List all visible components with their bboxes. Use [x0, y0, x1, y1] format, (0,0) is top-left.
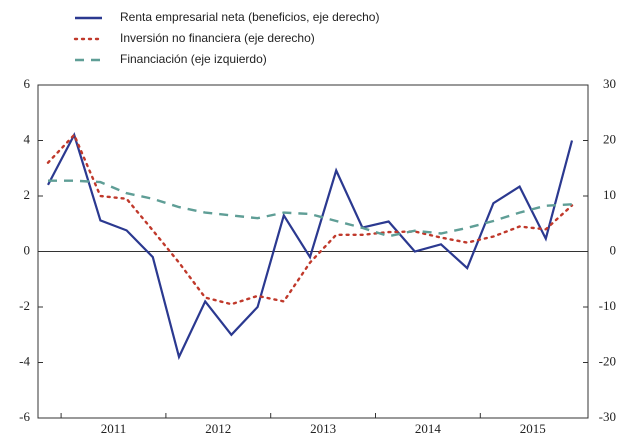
y-tick-label: 6 — [24, 76, 31, 91]
y-tick-label: -2 — [19, 298, 30, 313]
y-tick-label: -6 — [19, 409, 30, 424]
legend-label: Renta empresarial neta (beneficios, eje … — [120, 10, 379, 24]
y2-tick-label: -20 — [599, 353, 616, 368]
y2-tick-label: -10 — [599, 298, 616, 313]
series-line — [46, 132, 574, 306]
series-line — [47, 132, 574, 361]
x-tick-label: 2013 — [310, 421, 336, 436]
y-tick-label: 2 — [24, 187, 31, 202]
y-tick-label: 4 — [24, 131, 31, 146]
x-tick-label: 2012 — [205, 421, 231, 436]
x-tick-label: 2011 — [101, 421, 127, 436]
y2-tick-label: 10 — [603, 187, 616, 202]
x-tick-label: 2015 — [520, 421, 546, 436]
y-tick-label: -4 — [19, 353, 30, 368]
y2-tick-label: 30 — [603, 76, 616, 91]
y2-tick-label: 0 — [610, 242, 617, 257]
y-tick-label: 0 — [24, 242, 31, 257]
series-line — [48, 179, 573, 238]
legend-label: Inversión no financiera (eje derecho) — [120, 31, 315, 45]
y2-tick-label: 20 — [603, 131, 616, 146]
legend-label: Financiación (eje izquierdo) — [120, 52, 267, 66]
y2-tick-label: -30 — [599, 409, 616, 424]
x-tick-label: 2014 — [415, 421, 442, 436]
